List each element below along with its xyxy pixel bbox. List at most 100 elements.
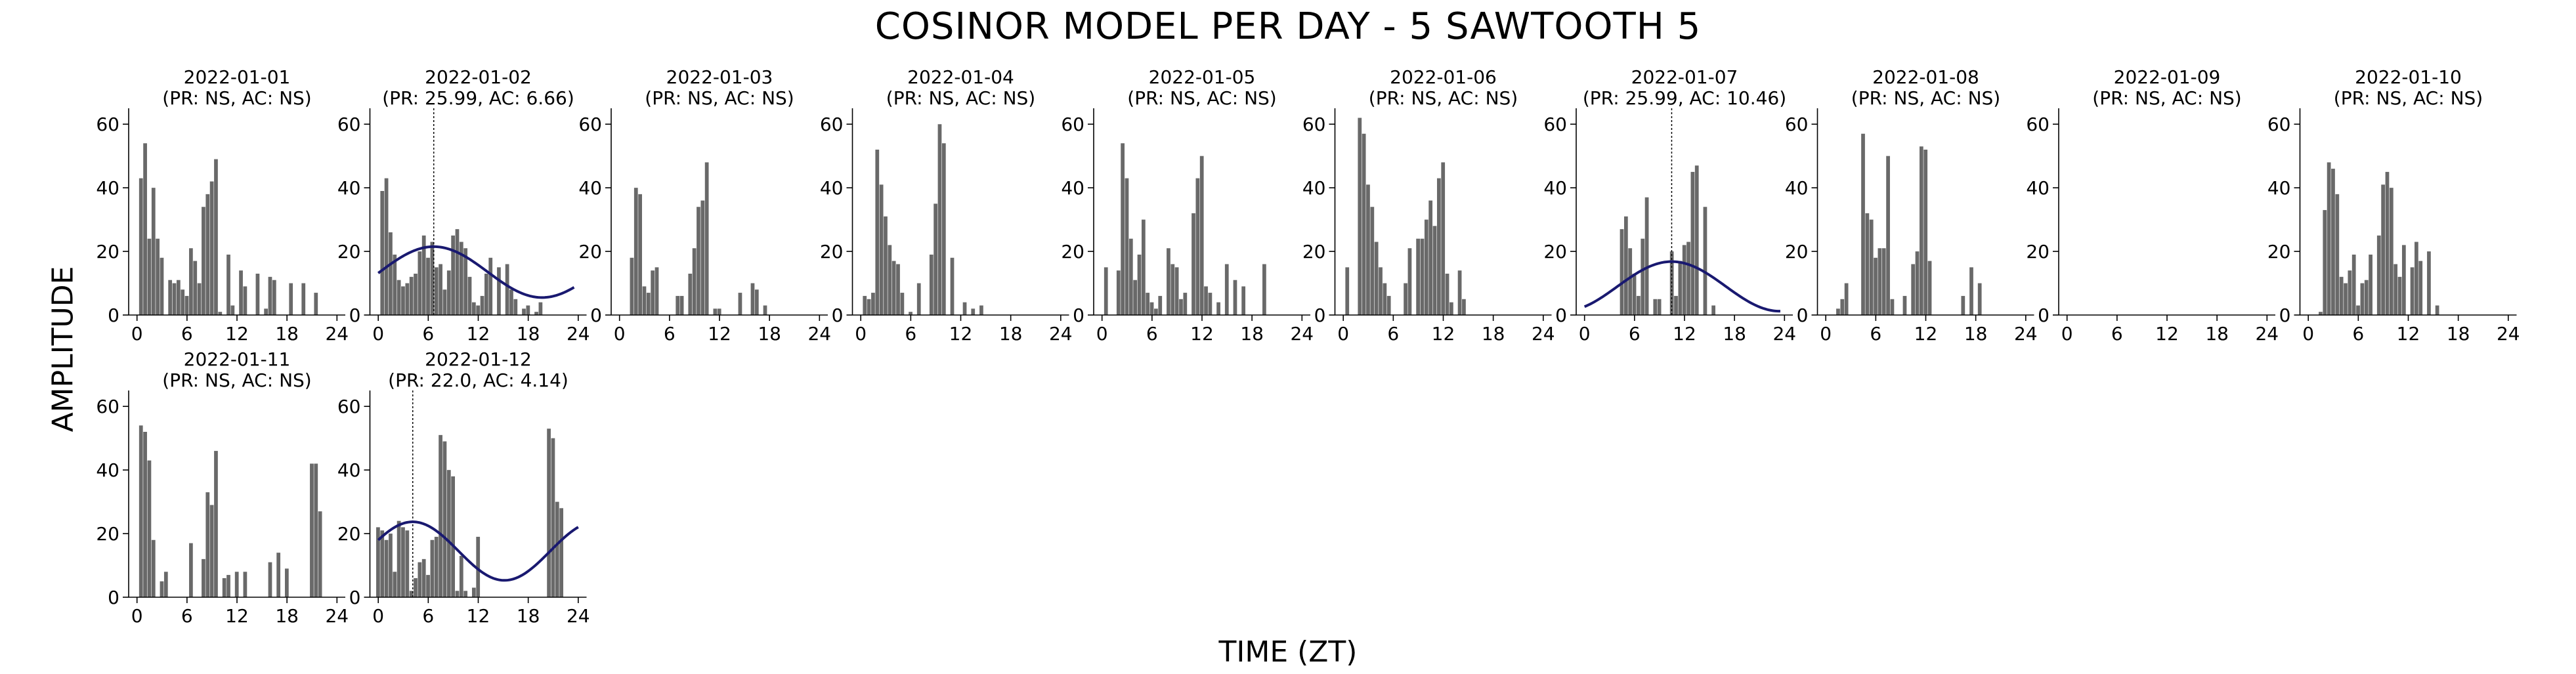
y-tick-label: 0 <box>590 305 602 326</box>
subplot-subtitle: (PR: NS, AC: NS) <box>162 87 311 109</box>
y-tick-label: 0 <box>108 587 119 608</box>
bar <box>1170 264 1175 315</box>
bar <box>193 261 198 315</box>
x-tick-label: 18 <box>1723 323 1746 345</box>
x-tick-label: 0 <box>1096 323 1108 345</box>
subplot-title: 2022-01-07 <box>1631 66 1738 88</box>
bar <box>1674 295 1678 315</box>
bar <box>1445 274 1449 315</box>
bar <box>455 229 460 315</box>
bar <box>941 143 946 316</box>
subplot-subtitle: (PR: NS, AC: NS) <box>2092 87 2241 109</box>
bar <box>272 280 276 315</box>
bar <box>2415 242 2418 315</box>
bar <box>393 572 397 597</box>
bar <box>1844 283 1849 315</box>
x-tick-label: 0 <box>2302 323 2314 345</box>
bar <box>526 305 530 315</box>
y-tick-label: 0 <box>349 587 361 608</box>
x-tick-label: 0 <box>1579 323 1591 345</box>
bar <box>409 276 414 315</box>
bar <box>697 207 700 315</box>
y-tick-label: 60 <box>96 396 119 417</box>
x-tick-label: 24 <box>325 605 349 627</box>
y-tick-label: 0 <box>1314 305 1326 326</box>
bar <box>451 476 455 597</box>
y-tick-label: 60 <box>2026 114 2050 135</box>
bar <box>222 578 226 597</box>
x-tick-label: 6 <box>2352 323 2364 345</box>
bar <box>692 248 697 315</box>
x-tick-label: 18 <box>275 605 299 627</box>
bar <box>389 232 393 315</box>
subplot-subtitle: (PR: NS, AC: NS) <box>645 87 794 109</box>
bar <box>2418 261 2423 315</box>
bar <box>189 248 193 315</box>
bar <box>1919 146 1923 315</box>
x-tick-label: 0 <box>372 323 384 345</box>
bar <box>151 188 156 315</box>
bar <box>405 283 410 315</box>
bar <box>455 591 460 597</box>
x-tick-label: 0 <box>2061 323 2073 345</box>
bar <box>384 539 389 597</box>
subplot-2022-01-11: 2022-01-11(PR: NS, AC: NS) 0 6 12 18 24 0 20 40 6… <box>96 348 349 627</box>
subplot-subtitle: (PR: 22.0, AC: 4.14) <box>388 369 569 391</box>
bar <box>896 264 900 315</box>
subplot-title: 2022-01-08 <box>1872 66 1979 88</box>
bar <box>218 312 223 315</box>
bar <box>439 264 442 315</box>
bar <box>172 283 177 315</box>
y-tick-label: 0 <box>1797 305 1809 326</box>
bar <box>1149 302 1154 315</box>
y-tick-label: 20 <box>1302 241 1326 263</box>
bar <box>376 527 380 597</box>
bar <box>393 254 397 315</box>
bar <box>2435 305 2439 315</box>
bar <box>1116 270 1121 315</box>
bar <box>310 463 314 597</box>
bar <box>1923 150 1928 315</box>
bar <box>1154 308 1158 315</box>
x-tick-label: 18 <box>1240 323 1264 345</box>
bar <box>1158 295 1163 315</box>
bar <box>397 520 401 597</box>
bar <box>189 543 193 597</box>
bar <box>1432 226 1437 315</box>
x-tick-label: 18 <box>999 323 1023 345</box>
bar <box>163 572 168 597</box>
subplot-2022-01-12: 2022-01-12(PR: 22.0, AC: 4.14) 0 6 12 18 24 0 2… <box>337 348 590 627</box>
bar <box>434 536 439 597</box>
bar <box>888 245 892 315</box>
bar <box>2356 305 2360 315</box>
x-tick-label: 12 <box>1673 323 1696 345</box>
y-tick-label: 40 <box>1543 177 1567 199</box>
subplot-title: 2022-01-03 <box>666 66 773 88</box>
bar <box>1386 295 1391 315</box>
bar <box>1961 295 1965 315</box>
x-tick-label: 12 <box>467 605 490 627</box>
bar <box>1462 299 1466 315</box>
x-tick-label: 24 <box>1290 323 1314 345</box>
bar <box>1224 264 1229 315</box>
y-tick-label: 60 <box>1543 114 1567 135</box>
bar <box>2344 283 2348 315</box>
bar <box>409 591 414 597</box>
bar <box>276 553 281 597</box>
y-tick-label: 60 <box>578 114 602 135</box>
x-tick-label: 18 <box>275 323 299 345</box>
bar <box>160 581 164 597</box>
bar <box>1366 184 1370 315</box>
bar <box>176 280 181 315</box>
bar <box>384 178 389 315</box>
x-tick-label: 24 <box>2497 323 2520 345</box>
bar <box>559 508 563 597</box>
bar <box>1449 302 1453 315</box>
bar <box>1620 229 1624 315</box>
subplot-subtitle: (PR: NS, AC: NS) <box>162 369 311 391</box>
bar <box>2335 194 2340 315</box>
bar <box>471 302 476 315</box>
x-tick-label: 0 <box>855 323 867 345</box>
y-tick-label: 40 <box>2267 177 2291 199</box>
bar <box>1370 207 1375 315</box>
